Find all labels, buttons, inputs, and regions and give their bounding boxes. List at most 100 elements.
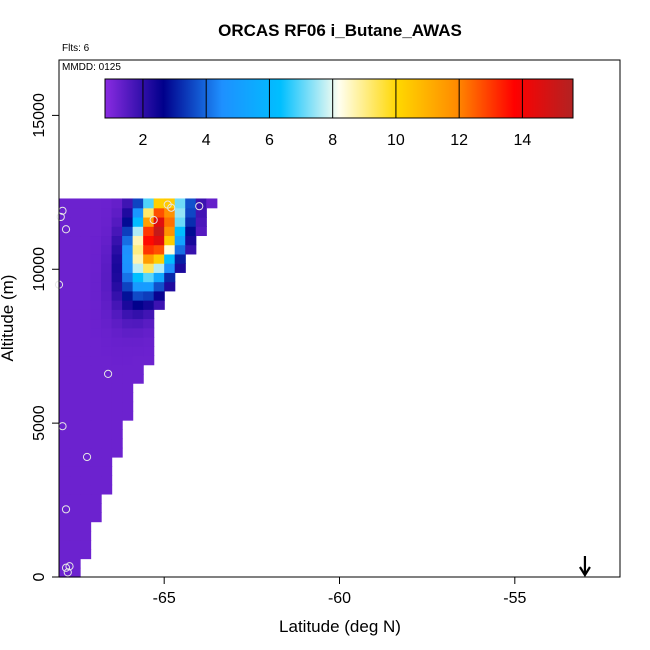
heatmap-cell xyxy=(164,207,176,218)
heatmap-cell xyxy=(59,346,71,357)
heatmap-cell xyxy=(143,346,155,357)
heatmap-cell xyxy=(122,410,134,421)
arrow-head xyxy=(579,566,591,578)
heatmap-cell xyxy=(69,309,81,320)
heatmap-cell xyxy=(174,253,186,264)
heatmap-cell xyxy=(143,355,155,366)
heatmap-cell xyxy=(174,263,186,273)
heatmap-cell xyxy=(132,309,144,320)
heatmap-cell xyxy=(101,272,113,283)
heatmap-cell xyxy=(69,466,81,477)
heatmap-cell xyxy=(90,512,102,523)
x-axis-label: Latitude (deg N) xyxy=(279,617,401,636)
heatmap-cell xyxy=(111,253,123,264)
heatmap-cell xyxy=(122,383,134,393)
heatmap-cell xyxy=(59,429,71,440)
heatmap-cell xyxy=(59,364,71,375)
heatmap-cell xyxy=(164,226,176,237)
heatmap-cell xyxy=(69,207,81,218)
heatmap-cell xyxy=(185,207,197,218)
heatmap-cell xyxy=(80,244,92,255)
heatmap-cell xyxy=(174,244,186,255)
heatmap-cell xyxy=(132,318,144,329)
heatmap-cell xyxy=(122,290,134,301)
heatmap-cell xyxy=(122,281,134,292)
heatmap-cell xyxy=(143,327,155,338)
heatmap-cell xyxy=(80,355,92,366)
heatmap-cell xyxy=(143,226,155,237)
heatmap-cell xyxy=(132,355,144,366)
colorbar-tick-label: 2 xyxy=(138,132,147,149)
heatmap-cell xyxy=(90,318,102,329)
heatmap-cell xyxy=(153,290,165,301)
heatmap-cell xyxy=(69,336,81,347)
heatmap-cell xyxy=(132,364,144,375)
heatmap-cell xyxy=(69,253,81,264)
heatmap-cell xyxy=(90,503,102,513)
heatmap-cell xyxy=(164,272,176,283)
heatmap-cell xyxy=(80,253,92,264)
sample-marker xyxy=(82,452,92,462)
heatmap-cell xyxy=(69,364,81,375)
heatmap-cell xyxy=(122,355,134,366)
heatmap-cell xyxy=(90,281,102,292)
heatmap-cell xyxy=(132,327,144,338)
heatmap-cell xyxy=(80,456,92,467)
heatmap-cell xyxy=(122,263,134,273)
heatmap-cell xyxy=(153,300,165,310)
heatmap-cell xyxy=(111,263,123,273)
heatmap-cell xyxy=(101,290,113,301)
heatmap-cell xyxy=(111,290,123,301)
heatmap-cell xyxy=(80,503,92,513)
heatmap-cell xyxy=(59,383,71,393)
heatmap-cell xyxy=(132,207,144,218)
heatmap-cell xyxy=(101,364,113,375)
colorbar-tick-label: 6 xyxy=(265,132,274,149)
heatmap-cell xyxy=(132,272,144,283)
heatmap-cell xyxy=(90,355,102,366)
heatmap-cell xyxy=(69,373,81,384)
heatmap-cell xyxy=(185,198,197,209)
heatmap-cell xyxy=(111,272,123,283)
heatmap-cell xyxy=(101,429,113,440)
heatmap-cell xyxy=(69,438,81,449)
heatmap-cell xyxy=(59,475,71,486)
heatmap-cell xyxy=(132,216,144,227)
heatmap-cell xyxy=(111,355,123,366)
heatmap-cell xyxy=(185,226,197,237)
heatmap-cell xyxy=(101,401,113,412)
heatmap-cell xyxy=(59,373,71,384)
heatmap-cell xyxy=(69,235,81,246)
heatmap-cell xyxy=(69,493,81,504)
heatmap-cell xyxy=(111,198,123,209)
down-arrow-icon xyxy=(579,556,591,578)
heatmap-cell xyxy=(59,327,71,338)
heatmap-cell xyxy=(90,253,102,264)
heatmap-cell xyxy=(111,373,123,384)
heatmap-cell xyxy=(59,512,71,523)
heatmap-cell xyxy=(101,300,113,310)
heatmap-cell xyxy=(80,272,92,283)
heatmap-cell xyxy=(59,410,71,421)
heatmap-cell xyxy=(90,392,102,403)
heatmap-cell xyxy=(111,318,123,329)
heatmap-cell xyxy=(101,383,113,393)
heatmap-cell xyxy=(90,226,102,237)
y-axis-label: Altitude (m) xyxy=(0,275,17,362)
heatmap-cell xyxy=(69,216,81,227)
heatmap-cell xyxy=(111,216,123,227)
heatmap-cell xyxy=(59,198,71,209)
heatmap-cell xyxy=(143,244,155,255)
heatmap-cell xyxy=(164,244,176,255)
y-tick-label: 10000 xyxy=(31,247,48,292)
heatmap-cell xyxy=(122,327,134,338)
heatmap-cell xyxy=(69,530,81,541)
heatmap-cell xyxy=(69,420,81,430)
heatmap-cell xyxy=(80,263,92,273)
heatmap-cell xyxy=(101,318,113,329)
heatmap-cell xyxy=(80,373,92,384)
heatmap-cell xyxy=(101,226,113,237)
heatmap-cell xyxy=(111,300,123,310)
heatmap-cell xyxy=(164,281,176,292)
